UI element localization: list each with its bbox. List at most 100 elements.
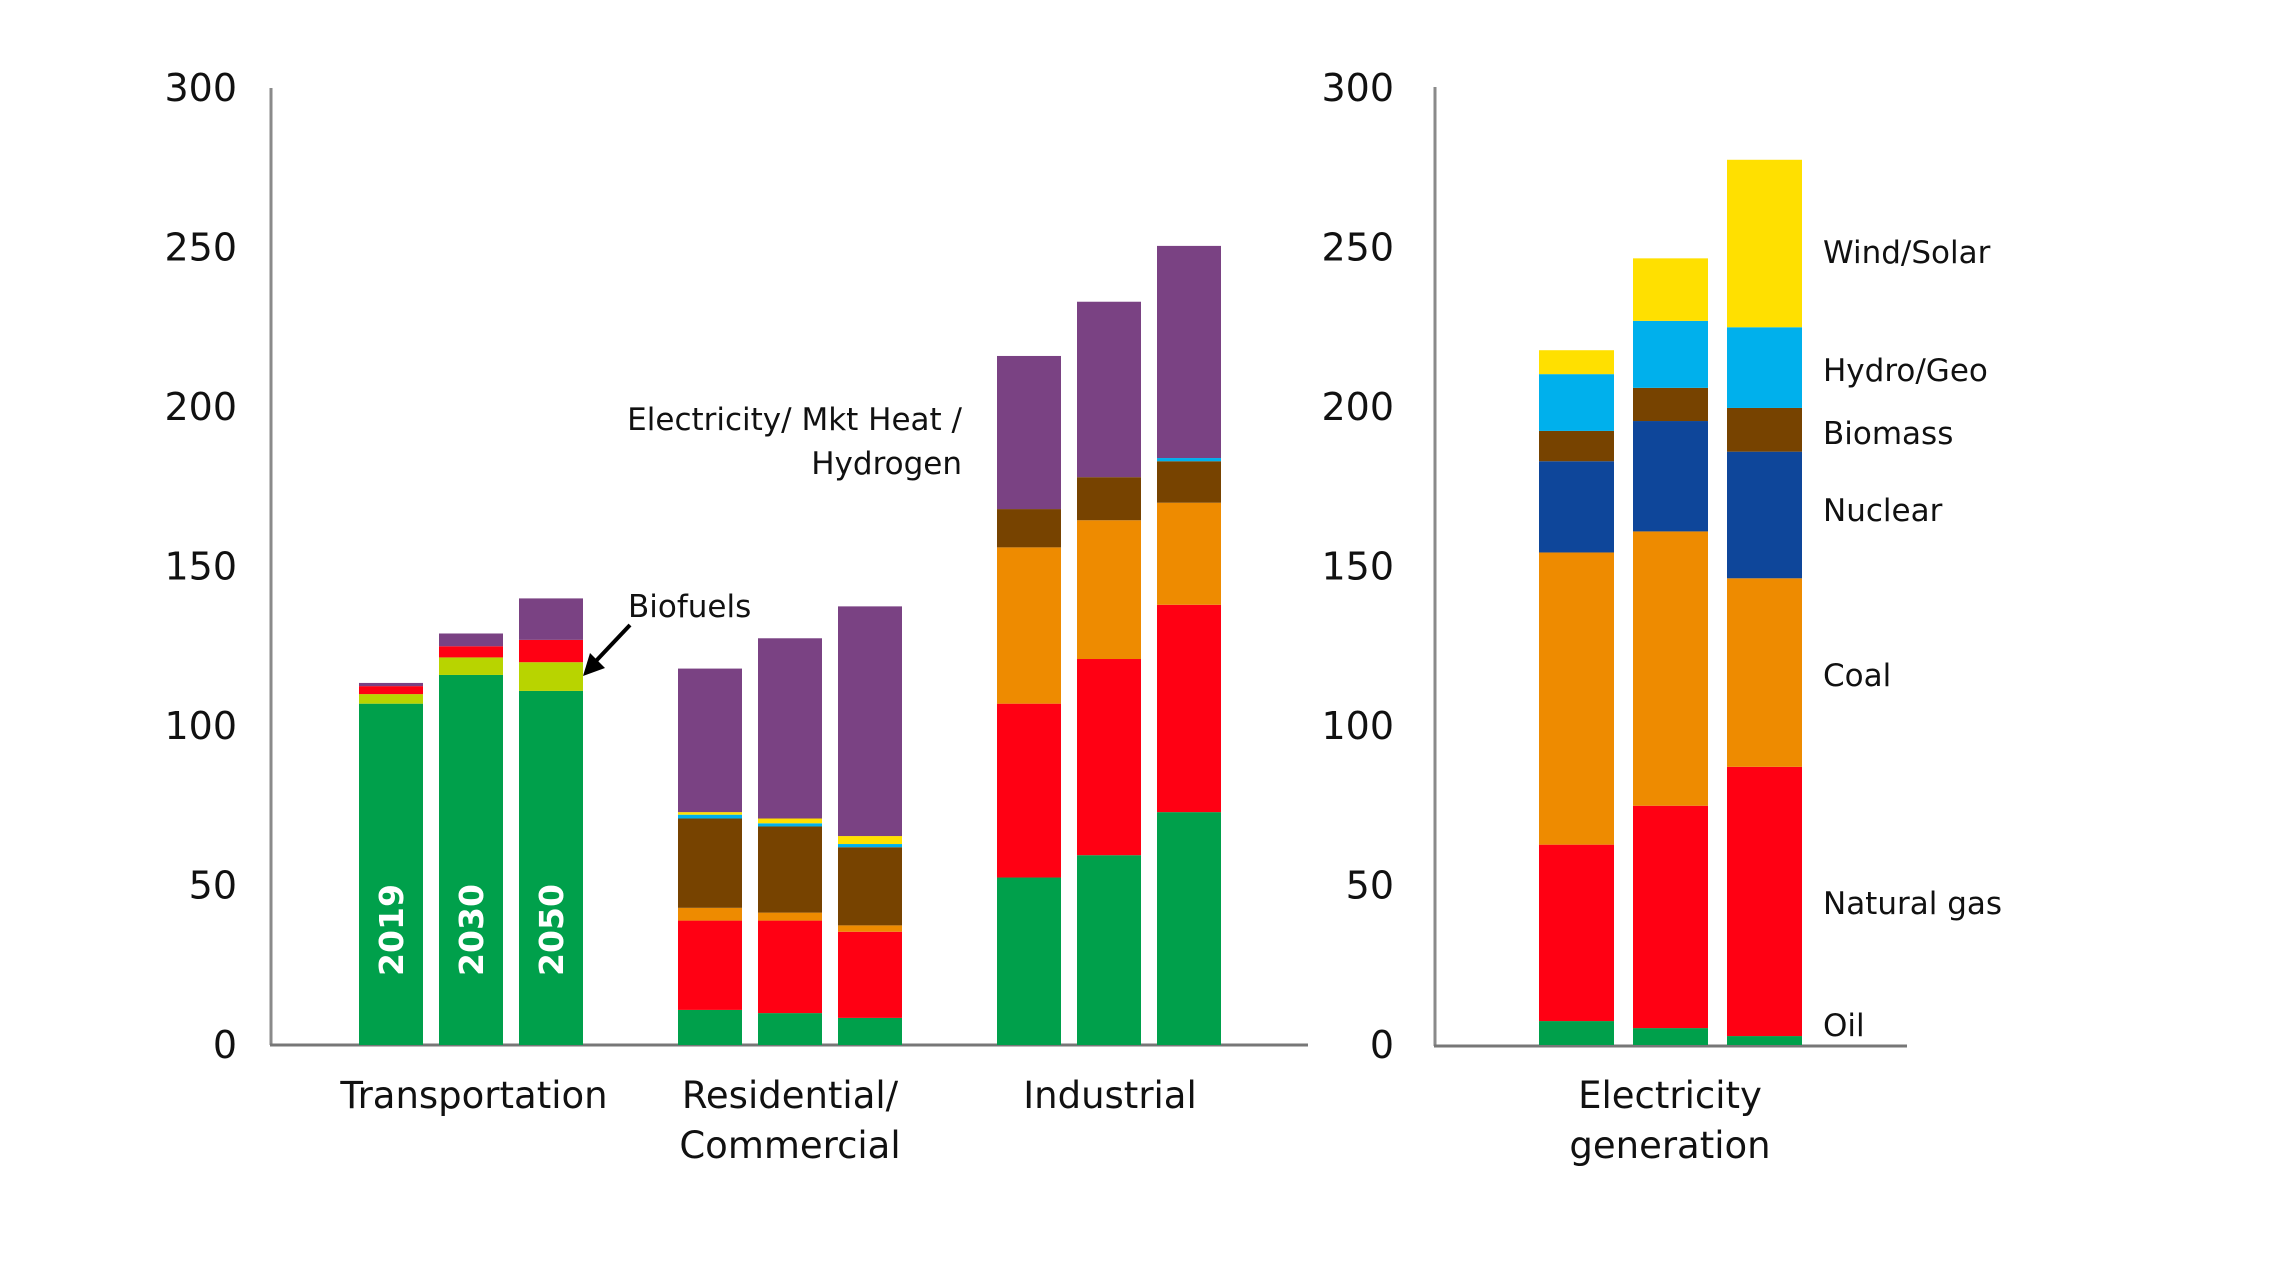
segment-biofuels	[439, 657, 503, 675]
y-tick-label: 50	[1346, 864, 1394, 908]
y-tick-label: 300	[1321, 66, 1394, 110]
y-tick-label: 0	[1370, 1023, 1394, 1067]
bar-industrial-2050	[1157, 245, 1221, 1045]
segment-biomass	[1157, 461, 1221, 503]
segment-wind-solar	[758, 818, 822, 824]
y-tick-label: 0	[213, 1023, 237, 1067]
right-bars	[1539, 159, 1802, 1045]
segment-electricity-mkt-heat-hydrogen	[997, 355, 1061, 510]
segment-nuclear	[1727, 451, 1802, 579]
segment-natural-gas	[1727, 766, 1802, 1037]
segment-coal	[838, 925, 902, 932]
segment-natural-gas	[439, 646, 503, 658]
right-category-label: Electricity generation	[1569, 1074, 1770, 1167]
segment-hydro-geo	[1539, 374, 1614, 431]
segment-hydro-geo	[1633, 320, 1708, 388]
left-y-ticks: 0 50 100 150 200 250 300	[164, 66, 237, 1067]
y-tick-label: 250	[164, 226, 237, 270]
segment-coal	[1727, 578, 1802, 767]
segment-coal	[1157, 502, 1221, 605]
year-label: 2019	[372, 884, 411, 976]
bar-electricity-2050	[1727, 159, 1802, 1045]
segment-electricity-mkt-heat-hydrogen	[838, 606, 902, 837]
legend-label-natural-gas: Natural gas	[1823, 886, 2002, 922]
segment-biomass	[1633, 387, 1708, 422]
y-tick-label: 200	[164, 385, 237, 429]
segment-biofuels	[519, 662, 583, 691]
biofuels-arrow-head	[583, 653, 605, 676]
segment-oil	[1633, 1028, 1708, 1045]
bar-transportation-2030: 2030	[439, 633, 503, 1045]
segment-coal	[1539, 552, 1614, 845]
biofuels-arrow-line	[593, 623, 632, 664]
bar-industrial-2030	[1077, 301, 1141, 1045]
segment-coal	[1633, 531, 1708, 806]
segment-oil	[1157, 812, 1221, 1045]
year-label: 2050	[532, 884, 571, 976]
bar-industrial-2019	[997, 355, 1061, 1045]
segment-biomass	[997, 509, 1061, 548]
electricity-annotation-line-2: Hydrogen	[811, 446, 962, 482]
legend-label-coal: Coal	[1823, 658, 1891, 694]
segment-natural-gas	[519, 639, 583, 663]
y-tick-label: 200	[1321, 385, 1394, 429]
category-label: Transportation	[339, 1074, 607, 1117]
segment-oil	[1077, 855, 1141, 1045]
electricity-annotation-line-1: Electricity/ Mkt Heat /	[627, 402, 962, 438]
segment-biomass	[838, 847, 902, 926]
y-tick-label: 50	[189, 864, 237, 908]
segment-oil	[758, 1013, 822, 1045]
segment-oil	[838, 1017, 902, 1045]
category-label: generation	[1569, 1124, 1770, 1167]
right-legend: Wind/Solar Hydro/Geo Biomass Nuclear Coal Nat…	[1823, 235, 2002, 1044]
segment-hydro-geo	[1727, 327, 1802, 408]
segment-wind-solar	[1633, 258, 1708, 321]
bar-electricity-2030	[1633, 258, 1708, 1045]
segment-coal	[758, 912, 822, 921]
segment-biomass	[1727, 407, 1802, 452]
bar-residential-commercial-2050	[838, 606, 902, 1045]
segment-electricity-mkt-heat-hydrogen	[678, 668, 742, 813]
y-tick-label: 100	[1321, 704, 1394, 748]
segment-nuclear	[1539, 461, 1614, 553]
segment-electricity-mkt-heat-hydrogen	[359, 682, 423, 687]
legend-label-nuclear: Nuclear	[1823, 493, 1943, 529]
legend-label-hydro-geo: Hydro/Geo	[1823, 353, 1988, 389]
segment-natural-gas	[838, 931, 902, 1018]
segment-wind-solar	[838, 836, 902, 845]
segment-coal	[678, 907, 742, 921]
biofuels-annotation: Biofuels	[628, 589, 751, 625]
segment-coal	[1077, 520, 1141, 660]
bar-transportation-2050: 2050	[519, 598, 583, 1045]
segment-hydro-geo	[678, 814, 742, 819]
y-tick-label: 100	[164, 704, 237, 748]
segment-hydro-geo	[838, 844, 902, 848]
y-tick-label: 150	[164, 545, 237, 589]
segment-coal	[997, 547, 1061, 704]
segment-oil	[1539, 1021, 1614, 1045]
left-bars: 2019 2030 2050	[359, 245, 1221, 1045]
bar-electricity-2019	[1539, 350, 1614, 1045]
bar-transportation-2019: 2019	[359, 682, 423, 1045]
segment-biomass	[758, 826, 822, 913]
category-label: Commercial	[679, 1124, 900, 1167]
right-y-ticks: 0 50 100 150 200 250 300	[1321, 66, 1394, 1067]
year-label: 2030	[452, 884, 491, 976]
segment-biomass	[678, 818, 742, 908]
y-tick-label: 250	[1321, 226, 1394, 270]
segment-biomass	[1077, 477, 1141, 521]
segment-natural-gas	[678, 920, 742, 1010]
segment-wind-solar	[678, 812, 742, 815]
left-category-labels: Transportation Residential/Commercial Indu…	[339, 1074, 1196, 1167]
legend-label-biomass: Biomass	[1823, 416, 1953, 452]
segment-natural-gas	[758, 920, 822, 1014]
segment-electricity-mkt-heat-hydrogen	[758, 638, 822, 819]
sectors-panel: 0 50 100 150 200 250 300 2019 2030 2050 Transpor…	[164, 66, 1308, 1167]
segment-electricity-mkt-heat-hydrogen	[519, 598, 583, 640]
segment-oil	[997, 877, 1061, 1045]
legend-label-wind-solar: Wind/Solar	[1823, 235, 1991, 271]
electricity-panel: 0 50 100 150 200 250 300 Wind/Solar Hydro/Geo Bi…	[1321, 66, 2002, 1167]
bar-residential-commercial-2030	[758, 638, 822, 1045]
segment-electricity-mkt-heat-hydrogen	[1157, 245, 1221, 459]
